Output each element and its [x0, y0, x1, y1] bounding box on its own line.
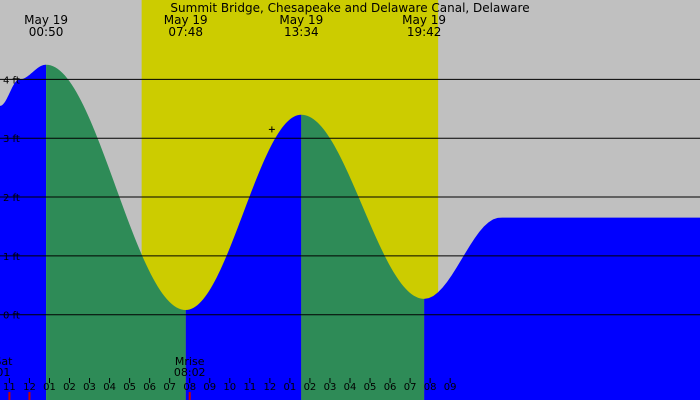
x-tick-label: 04 — [344, 382, 357, 393]
x-tick-label: 09 — [444, 382, 457, 393]
y-tick-label: 0 ft — [3, 311, 20, 322]
x-tick-label: 05 — [364, 382, 377, 393]
x-tick-label: 12 — [23, 382, 36, 393]
x-tick-label: 05 — [123, 382, 136, 393]
x-tick-label: 12 — [263, 382, 276, 393]
x-tick-label: 03 — [324, 382, 337, 393]
x-tick-label: 06 — [384, 382, 397, 393]
y-tick-label: 3 ft — [3, 134, 20, 145]
y-tick-label: 4 ft — [3, 75, 20, 86]
x-tick-label: 07 — [163, 382, 176, 393]
event-time-label: 00:50 — [29, 25, 64, 39]
moon-label: Sat — [0, 355, 13, 368]
chart-title: Summit Bridge, Chesapeake and Delaware C… — [170, 1, 529, 15]
event-time-label: 19:42 — [407, 25, 442, 39]
falling-tide-area — [301, 114, 425, 400]
x-tick-label: 04 — [103, 382, 116, 393]
x-tick-label: 02 — [304, 382, 317, 393]
x-tick-label: 06 — [143, 382, 156, 393]
rising-tide-area — [185, 114, 302, 400]
x-tick-label: 03 — [83, 382, 96, 393]
moon-time-label: 08:02 — [174, 366, 206, 379]
event-date-label: May 19 — [24, 13, 68, 27]
event-time-label: 07:48 — [168, 25, 203, 39]
event-date-label: May 19 — [402, 13, 446, 27]
x-tick-label: 01 — [43, 382, 56, 393]
x-tick-label: 11 — [3, 382, 16, 393]
x-tick-label: 02 — [63, 382, 76, 393]
x-tick-label: 10 — [223, 382, 236, 393]
event-date-label: May 19 — [279, 13, 323, 27]
moon-label: Mrise — [175, 355, 205, 368]
event-time-label: 13:34 — [284, 25, 319, 39]
x-tick-label: 11 — [243, 382, 256, 393]
falling-tide-area — [46, 64, 186, 400]
y-tick-label: 2 ft — [3, 193, 20, 204]
moon-time-label: 01 — [0, 366, 10, 379]
x-tick-label: 08 — [424, 382, 437, 393]
rising-tide-area — [0, 64, 47, 400]
x-tick-label: 01 — [284, 382, 297, 393]
x-tick-label: 07 — [404, 382, 417, 393]
event-date-label: May 19 — [164, 13, 208, 27]
y-tick-label: 1 ft — [3, 252, 20, 263]
x-tick-label: 08 — [183, 382, 196, 393]
rising-tide-area — [424, 217, 700, 400]
x-tick-label: 09 — [203, 382, 216, 393]
